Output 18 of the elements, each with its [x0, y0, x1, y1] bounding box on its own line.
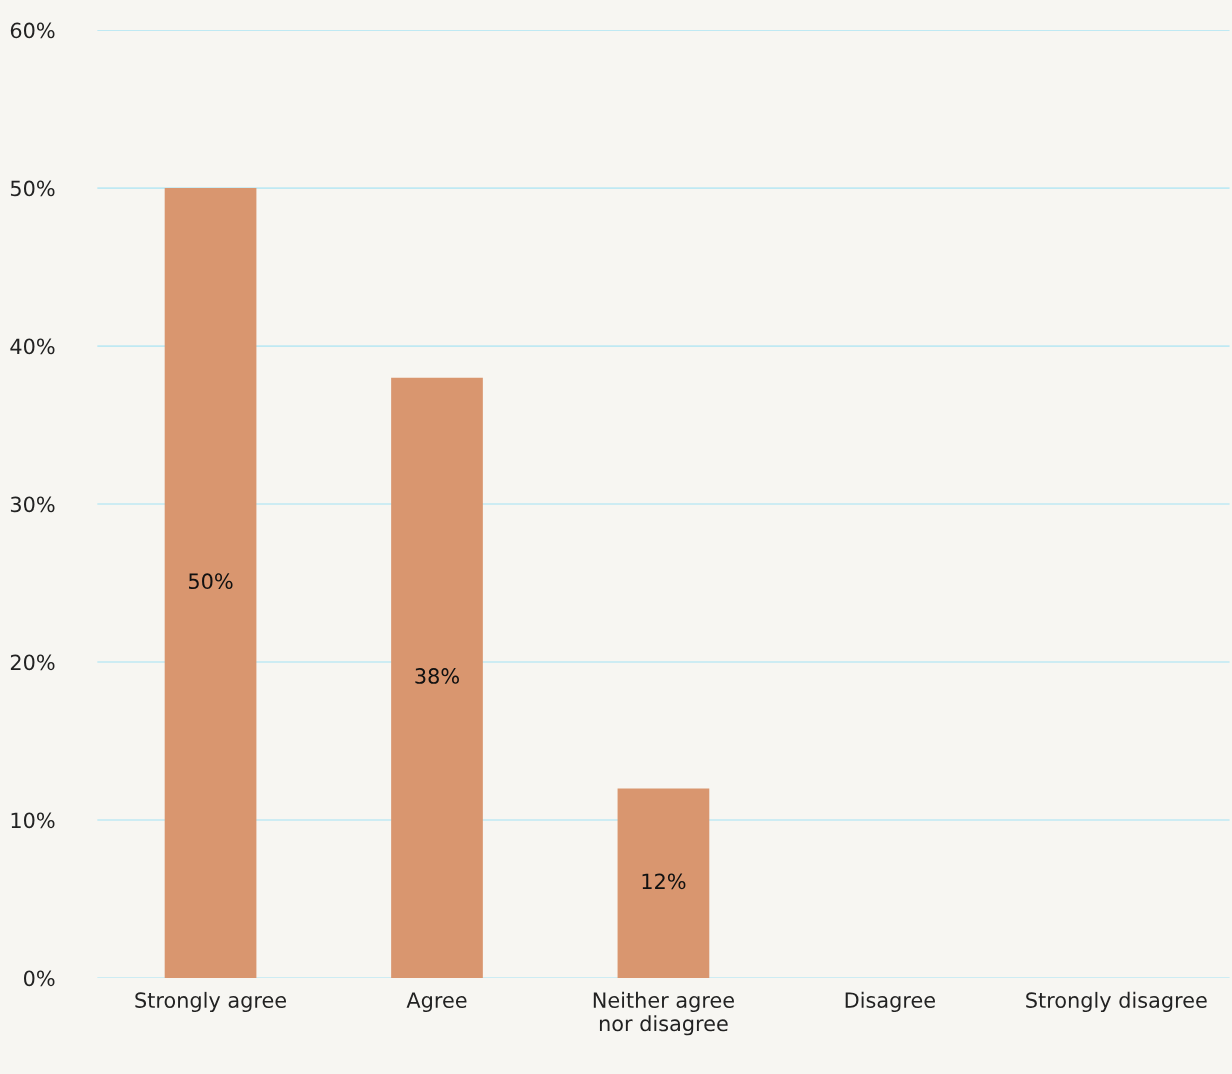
data-label: 50% — [189, 573, 233, 590]
y-tick-label: 20% — [10, 654, 55, 671]
bar — [617, 788, 710, 978]
data-label: 12% — [642, 873, 686, 890]
y-tick-label: 0% — [23, 970, 55, 987]
y-tick-label: 50% — [10, 180, 55, 197]
x-tick-label: Neither agree nor disagree — [593, 991, 734, 1036]
bar — [391, 377, 483, 978]
bar — [164, 188, 257, 978]
y-tick-label: 30% — [10, 496, 55, 513]
y-tick-label: 60% — [10, 22, 55, 39]
x-tick-label: Agree — [406, 992, 467, 1013]
data-label: 38% — [415, 668, 459, 684]
x-tick-label: Strongly agree — [135, 991, 286, 1013]
x-tick-label: Disagree — [845, 991, 935, 1013]
x-tick-label: Strongly disagree — [1026, 991, 1207, 1013]
y-tick-label: 10% — [11, 812, 55, 829]
y-tick-label: 40% — [10, 338, 55, 355]
